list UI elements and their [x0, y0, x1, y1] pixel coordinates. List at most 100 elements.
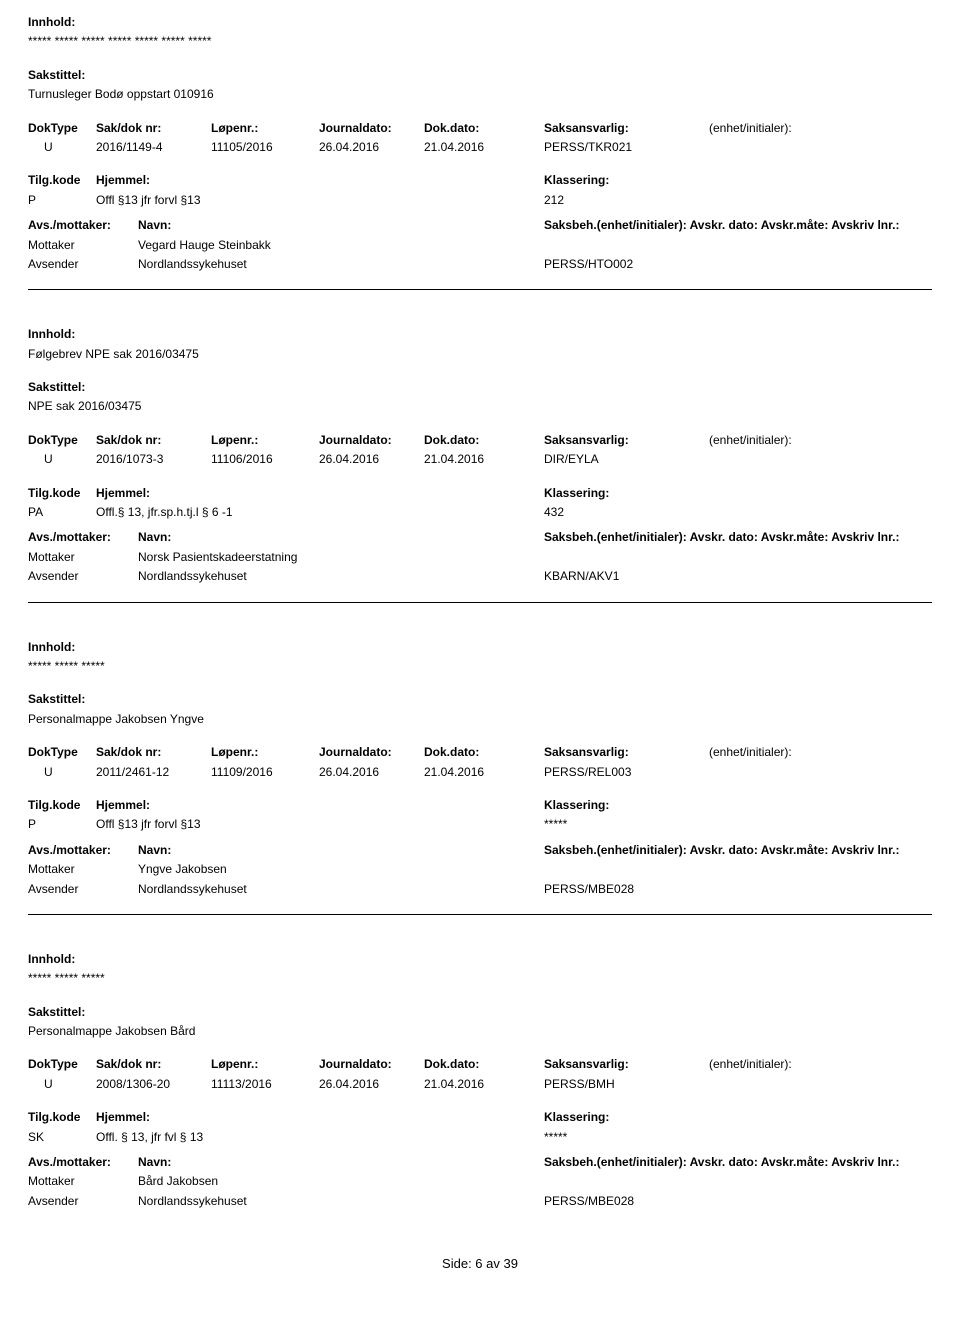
innhold-value: ***** ***** *****: [28, 658, 932, 675]
klassering-value: 432: [544, 504, 844, 521]
hjemmel-label: Hjemmel:: [96, 172, 544, 189]
sakdok-value: 2011/2461-12: [96, 764, 211, 781]
meta-value-row: U 2016/1149-4 11105/2016 26.04.2016 21.0…: [28, 139, 932, 156]
avsmottaker-label: Avs./mottaker:: [28, 217, 138, 234]
tilgkode-label: Tilg.kode: [28, 1109, 96, 1126]
lopenr-value: 11105/2016: [211, 139, 319, 156]
innhold-label: Innhold:: [28, 14, 932, 31]
party-name: Yngve Jakobsen: [138, 861, 544, 878]
enhet-label: (enhet/initialer):: [709, 120, 909, 137]
innhold-value: ***** ***** ***** ***** ***** ***** ****…: [28, 33, 932, 50]
parties-header-row: Avs./mottaker: Navn: Saksbeh.(enhet/init…: [28, 529, 932, 546]
party-row: Mottaker Norsk Pasientskadeerstatning: [28, 549, 932, 566]
hjemmel-value-row: SK Offl. § 13, jfr fvl § 13 *****: [28, 1129, 932, 1146]
lopenr-value: 11106/2016: [211, 451, 319, 468]
doktype-label: DokType: [28, 1056, 96, 1073]
innhold-value: Følgebrev NPE sak 2016/03475: [28, 346, 932, 363]
party-role: Mottaker: [28, 1173, 138, 1190]
sakstittel-label: Sakstittel:: [28, 67, 932, 84]
doktype-label: DokType: [28, 744, 96, 761]
saksbeh-label: Saksbeh.(enhet/initialer): Avskr. dato: …: [544, 217, 914, 234]
navn-label: Navn:: [138, 1154, 544, 1171]
party-name: Norsk Pasientskadeerstatning: [138, 549, 544, 566]
avsmottaker-label: Avs./mottaker:: [28, 842, 138, 859]
party-row: Avsender Nordlandssykehuset PERSS/MBE028: [28, 1193, 932, 1210]
meta-value-row: U 2008/1306-20 11113/2016 26.04.2016 21.…: [28, 1076, 932, 1093]
saksbeh-label: Saksbeh.(enhet/initialer): Avskr. dato: …: [544, 842, 914, 859]
party-code: PERSS/MBE028: [544, 1193, 914, 1210]
parties-header-row: Avs./mottaker: Navn: Saksbeh.(enhet/init…: [28, 217, 932, 234]
parties-header-row: Avs./mottaker: Navn: Saksbeh.(enhet/init…: [28, 1154, 932, 1171]
innhold-value: ***** ***** *****: [28, 970, 932, 987]
meta-header-row: DokType Sak/dok nr: Løpenr.: Journaldato…: [28, 1056, 932, 1073]
lopenr-label: Løpenr.:: [211, 744, 319, 761]
party-row: Mottaker Vegard Hauge Steinbakk: [28, 237, 932, 254]
party-row: Avsender Nordlandssykehuset PERSS/MBE028: [28, 881, 932, 898]
dokdato-label: Dok.dato:: [424, 1056, 544, 1073]
party-name: Nordlandssykehuset: [138, 568, 544, 585]
dokdato-value: 21.04.2016: [424, 764, 544, 781]
hjemmel-value: Offl. § 13, jfr fvl § 13: [96, 1129, 544, 1146]
dokdato-value: 21.04.2016: [424, 139, 544, 156]
dokdato-label: Dok.dato:: [424, 120, 544, 137]
party-name: Nordlandssykehuset: [138, 881, 544, 898]
hjemmel-value-row: P Offl §13 jfr forvl §13 *****: [28, 816, 932, 833]
saksansvarlig-label: Saksansvarlig:: [544, 120, 709, 137]
party-role: Avsender: [28, 256, 138, 273]
klassering-value: 212: [544, 192, 844, 209]
party-row: Mottaker Yngve Jakobsen: [28, 861, 932, 878]
tilgkode-value: P: [28, 192, 96, 209]
party-role: Avsender: [28, 1193, 138, 1210]
party-code: KBARN/AKV1: [544, 568, 914, 585]
klassering-value: *****: [544, 816, 844, 833]
saksansvarlig-value: DIR/EYLA: [544, 451, 709, 468]
tilgkode-label: Tilg.kode: [28, 485, 96, 502]
party-code: PERSS/MBE028: [544, 881, 914, 898]
saksbeh-label: Saksbeh.(enhet/initialer): Avskr. dato: …: [544, 1154, 914, 1171]
hjemmel-value-row: PA Offl.§ 13, jfr.sp.h.tj.l § 6 -1 432: [28, 504, 932, 521]
enhet-label: (enhet/initialer):: [709, 744, 909, 761]
doktype-label: DokType: [28, 120, 96, 137]
klassering-value: *****: [544, 1129, 844, 1146]
navn-label: Navn:: [138, 217, 544, 234]
enhet-label: (enhet/initialer):: [709, 432, 909, 449]
journal-record: Innhold: ***** ***** ***** Sakstittel: P…: [28, 617, 932, 915]
navn-label: Navn:: [138, 842, 544, 859]
klassering-label: Klassering:: [544, 797, 844, 814]
hjemmel-value: Offl.§ 13, jfr.sp.h.tj.l § 6 -1: [96, 504, 544, 521]
saksansvarlig-value: PERSS/REL003: [544, 764, 709, 781]
dokdato-value: 21.04.2016: [424, 1076, 544, 1093]
meta-header-row: DokType Sak/dok nr: Løpenr.: Journaldato…: [28, 120, 932, 137]
sakdok-value: 2016/1149-4: [96, 139, 211, 156]
tilgkode-value: P: [28, 816, 96, 833]
saksansvarlig-label: Saksansvarlig:: [544, 1056, 709, 1073]
saksansvarlig-value: PERSS/TKR021: [544, 139, 709, 156]
hjemmel-header-row: Tilg.kode Hjemmel: Klassering:: [28, 797, 932, 814]
party-role: Mottaker: [28, 861, 138, 878]
enhet-label: (enhet/initialer):: [709, 1056, 909, 1073]
party-row: Avsender Nordlandssykehuset KBARN/AKV1: [28, 568, 932, 585]
party-name: Bård Jakobsen: [138, 1173, 544, 1190]
lopenr-value: 11113/2016: [211, 1076, 319, 1093]
sakstittel-value: Personalmappe Jakobsen Bård: [28, 1023, 932, 1040]
party-code: [544, 237, 914, 254]
innhold-label: Innhold:: [28, 639, 932, 656]
sakstittel-label: Sakstittel:: [28, 379, 932, 396]
hjemmel-value-row: P Offl §13 jfr forvl §13 212: [28, 192, 932, 209]
party-code: [544, 861, 914, 878]
sakdok-label: Sak/dok nr:: [96, 432, 211, 449]
party-code: [544, 549, 914, 566]
party-name: Nordlandssykehuset: [138, 1193, 544, 1210]
avsmottaker-label: Avs./mottaker:: [28, 529, 138, 546]
sakdok-label: Sak/dok nr:: [96, 744, 211, 761]
tilgkode-value: PA: [28, 504, 96, 521]
journal-record: Innhold: ***** ***** ***** Sakstittel: P…: [28, 929, 932, 1210]
sakdok-label: Sak/dok nr:: [96, 1056, 211, 1073]
lopenr-label: Løpenr.:: [211, 432, 319, 449]
party-name: Vegard Hauge Steinbakk: [138, 237, 544, 254]
lopenr-label: Løpenr.:: [211, 1056, 319, 1073]
journaldato-value: 26.04.2016: [319, 139, 424, 156]
tilgkode-label: Tilg.kode: [28, 172, 96, 189]
navn-label: Navn:: [138, 529, 544, 546]
hjemmel-header-row: Tilg.kode Hjemmel: Klassering:: [28, 172, 932, 189]
